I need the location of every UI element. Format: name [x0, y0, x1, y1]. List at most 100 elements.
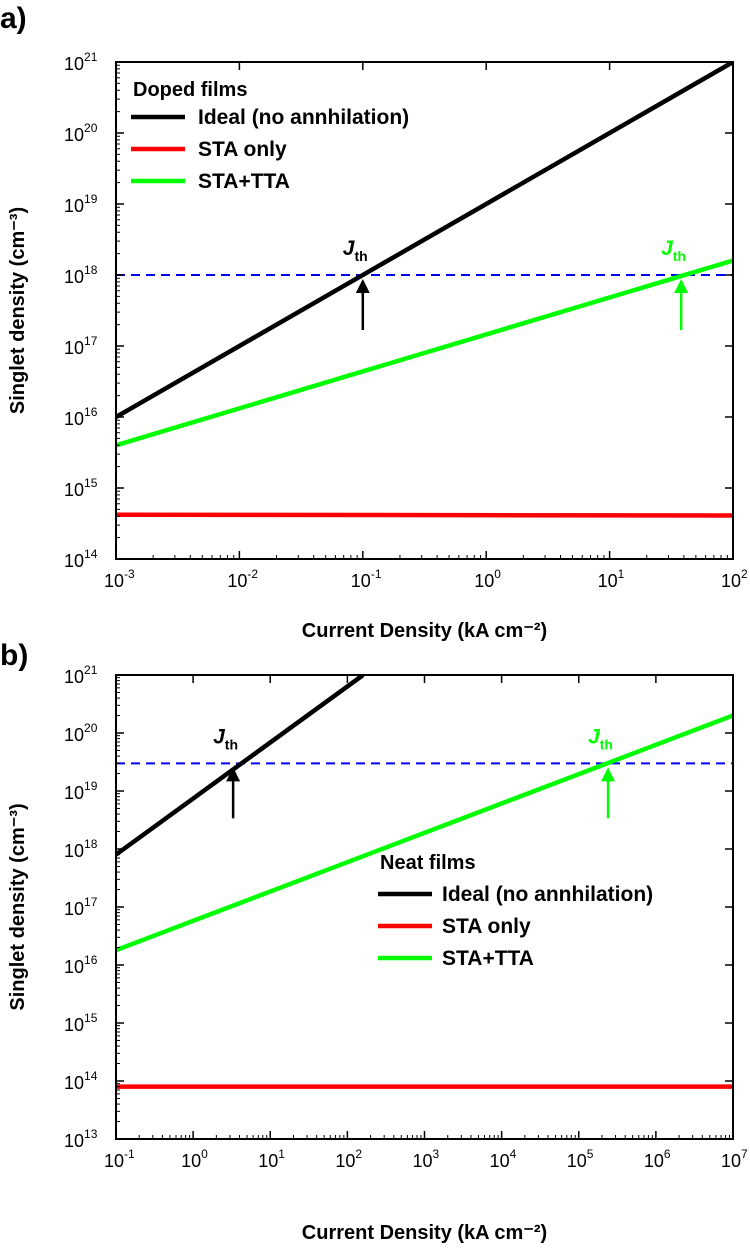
legend-entry: STA+TTA	[442, 947, 534, 970]
y-tick-exp: 18	[84, 837, 98, 851]
x-tick-base: 10	[413, 1151, 433, 1171]
threshold-arrow-head	[601, 767, 616, 782]
x-tick-base: 10	[104, 1151, 124, 1171]
jth-label: Jth	[588, 725, 613, 752]
plot-frame	[115, 674, 734, 1140]
y-axis-title: Singlet density (cm⁻³)	[7, 803, 29, 1010]
y-tick-base: 10	[64, 338, 84, 358]
plot-area	[116, 62, 733, 518]
y-tick-base: 10	[64, 54, 84, 74]
y-tick-base: 10	[64, 267, 84, 287]
x-tick-base: 10	[227, 571, 247, 591]
y-tick-base: 10	[64, 409, 84, 429]
x-tick-label: 105	[567, 1147, 594, 1171]
series-line-ideal-no-annhilation-	[116, 675, 365, 857]
jth-label-sub: th	[354, 248, 367, 264]
x-tick-label: 103	[413, 1147, 440, 1171]
x-tick-base: 10	[104, 571, 124, 591]
x-tick-label: 10-3	[104, 567, 135, 591]
y-tick-base: 10	[64, 480, 84, 500]
threshold-arrow-head	[355, 279, 370, 293]
y-tick-label: 1018	[64, 837, 98, 861]
x-tick-label: 10-1	[104, 1147, 135, 1171]
y-tick-exp: 21	[84, 663, 98, 677]
jth-label: Jth	[343, 237, 368, 264]
jth-label-main: J	[588, 725, 601, 748]
y-tick-base: 10	[64, 125, 84, 145]
x-tick-exp: 2	[741, 567, 748, 581]
jth-label: Jth	[661, 237, 686, 264]
x-tick-label: 101	[258, 1147, 285, 1171]
jth-label-sub: th	[673, 248, 686, 264]
x-tick-label: 10-2	[227, 567, 258, 591]
legend-entry: Ideal (no annhilation)	[198, 106, 409, 129]
y-tick-exp: 20	[84, 121, 98, 135]
x-tick-exp: 6	[664, 1147, 671, 1161]
jth-label-sub: th	[225, 736, 238, 752]
y-axis-title: Singlet density (cm⁻³)	[7, 207, 29, 414]
plot-frame	[115, 61, 734, 560]
y-tick-exp: 17	[84, 895, 98, 909]
series-line-sta-only	[116, 512, 733, 518]
y-tick-label: 1017	[64, 895, 98, 919]
x-tick-exp: -1	[371, 567, 382, 581]
y-tick-base: 10	[64, 783, 84, 803]
y-tick-exp: 18	[84, 263, 98, 277]
x-tick-exp: -2	[247, 567, 258, 581]
legend-title: Neat films	[380, 852, 476, 874]
x-tick-exp: 1	[278, 1147, 285, 1161]
y-tick-label: 1013	[64, 1127, 98, 1151]
y-tick-exp: 16	[84, 953, 98, 967]
legend-entry: Ideal (no annhilation)	[442, 883, 653, 906]
y-tick-exp: 19	[84, 192, 98, 206]
legend-entry: STA only	[442, 915, 531, 938]
y-tick-exp: 16	[84, 405, 98, 419]
y-tick-label: 1021	[64, 50, 98, 74]
x-tick-base: 10	[490, 1151, 510, 1171]
series-line-ideal-no-annhilation-	[116, 62, 733, 419]
series-line-sta-tta	[116, 258, 733, 448]
y-tick-base: 10	[64, 957, 84, 977]
jth-label-main: J	[343, 237, 356, 260]
x-tick-base: 10	[258, 1151, 278, 1171]
y-tick-base: 10	[64, 1015, 84, 1035]
x-tick-base: 10	[598, 571, 618, 591]
series-line-sta-tta	[116, 713, 733, 953]
x-tick-base: 10	[335, 1151, 355, 1171]
y-tick-base: 10	[64, 196, 84, 216]
y-tick-base: 10	[64, 725, 84, 745]
x-tick-base: 10	[721, 1151, 741, 1171]
y-tick-exp: 14	[84, 1069, 98, 1083]
jth-label-main: J	[661, 237, 674, 260]
y-tick-label: 1016	[64, 953, 98, 977]
x-tick-base: 10	[181, 1151, 201, 1171]
y-tick-label: 1017	[64, 334, 98, 358]
threshold-arrow-head	[226, 767, 241, 782]
y-tick-label: 1015	[64, 1011, 98, 1035]
legend-title: Doped films	[133, 79, 247, 101]
x-tick-exp: 1	[618, 567, 625, 581]
jth-label-main: J	[213, 725, 226, 748]
jth-label: Jth	[213, 725, 238, 752]
y-tick-label: 1016	[64, 405, 98, 429]
y-tick-label: 1019	[64, 192, 98, 216]
x-tick-exp: 0	[494, 567, 501, 581]
x-tick-base: 10	[474, 571, 494, 591]
legend-entry: STA only	[198, 138, 287, 161]
x-tick-exp: 3	[433, 1147, 440, 1161]
y-tick-label: 1014	[64, 547, 98, 571]
x-tick-exp: -3	[124, 567, 135, 581]
y-tick-base: 10	[64, 1073, 84, 1093]
y-tick-base: 10	[64, 1131, 84, 1151]
y-tick-base: 10	[64, 899, 84, 919]
jth-label-sub: th	[600, 736, 613, 752]
x-tick-label: 107	[721, 1147, 748, 1171]
y-tick-exp: 14	[84, 547, 98, 561]
x-tick-base: 10	[567, 1151, 587, 1171]
y-tick-exp: 20	[84, 721, 98, 735]
y-tick-base: 10	[64, 841, 84, 861]
x-tick-label: 100	[181, 1147, 208, 1171]
